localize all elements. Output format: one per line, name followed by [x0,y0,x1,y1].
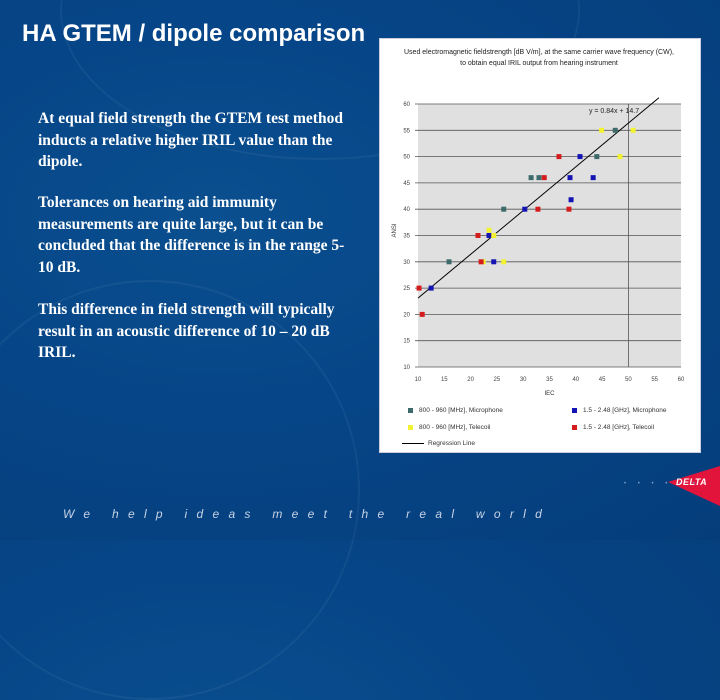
y-tick-label: 10 [403,365,410,371]
paragraph-tolerances: Tolerances on hearing aid immunity measu… [38,194,345,276]
chart-title: Used electromagnetic fieldstrength [dB V… [404,49,674,67]
data-point [528,175,534,181]
data-point [478,259,484,265]
y-tick-label: 20 [403,312,410,318]
legend-item-regression-line: Regression Line [402,440,475,447]
footer-slogan: We help ideas meet the real world [63,507,552,521]
regression-equation: y = 0.84x + 14.7 [589,108,639,115]
data-point [577,154,583,160]
x-axis-label: IEC [544,391,555,397]
data-point [541,175,547,181]
delta-logo-dots: • • • • • • [624,481,700,487]
data-point [612,127,618,133]
legend-label: Regression Line [428,440,475,447]
x-tick-label: 30 [520,377,527,383]
legend-item-800mhz-telecoil: 800 - 960 [MHz], Telecoil [408,424,490,431]
data-point [416,285,422,291]
y-tick-label: 25 [403,286,410,292]
y-tick-label: 30 [403,260,410,266]
y-axis-label: ANSI [392,223,398,237]
y-tick-label: 15 [403,339,410,345]
x-tick-label: 50 [625,377,632,383]
data-point [419,311,425,317]
data-point [486,233,492,238]
x-tick-label: 35 [546,377,553,383]
data-point [501,206,507,212]
legend-label: 1.5 - 2.48 [GHz], Telecoil [583,424,655,431]
paragraph-gtem-iril: At equal field strength the GTEM test me… [38,110,343,170]
data-point [446,259,452,265]
data-point [536,175,542,181]
legend-item-15ghz-telecoil: 1.5 - 2.48 [GHz], Telecoil [572,424,654,431]
y-tick-label: 55 [403,128,410,134]
x-tick-label: 60 [678,377,685,383]
delta-logo: DELTA [676,477,708,487]
legend-swatch [572,408,577,413]
y-tick-label: 50 [403,155,410,161]
x-tick-label: 40 [572,377,579,383]
data-point [491,259,497,265]
regression-line [417,97,660,299]
chart-plot-area: 10 15 20 25 30 35 40 45 50 55 60 10 15 20 25 30 35 40 45 50… [392,97,685,397]
legend-swatch [408,408,413,413]
data-point [630,127,636,133]
data-point [599,127,605,133]
legend-item-800mhz-microphone: 800 - 960 [MHz], Microphone [408,407,503,414]
x-tick-label: 15 [441,377,448,383]
y-tick-label: 45 [403,181,410,187]
y-tick-label: 35 [403,234,410,240]
legend-swatch [408,425,413,430]
data-point [501,259,507,265]
data-point [428,285,434,291]
regression-line-swatch [402,443,424,444]
data-point [594,154,600,160]
x-tick-label: 45 [599,377,606,383]
legend-label: 1.5 - 2.48 [GHz], Microphone [583,407,667,414]
data-point [567,175,573,181]
data-point [475,233,481,238]
data-point [566,206,572,212]
y-tick-label: 60 [403,102,410,108]
legend-label: 800 - 960 [MHz], Microphone [419,407,503,414]
y-tick-label: 40 [403,207,410,213]
data-point [617,154,623,160]
legend-label: 800 - 960 [MHz], Telecoil [419,424,491,431]
x-tick-label: 25 [494,377,501,383]
paragraph-acoustic-difference: This difference in field strength will t… [38,301,335,361]
data-point [522,206,528,212]
legend-swatch [572,425,577,430]
data-point [486,227,492,233]
legend-item-15ghz-microphone: 1.5 - 2.48 [GHz], Microphone [572,407,666,414]
x-tick-label: 20 [467,377,474,383]
data-point [590,175,596,181]
data-point [568,197,574,203]
scatter-chart: Used electromagnetic fieldstrength [dB V… [379,38,701,453]
slide-title: HA GTEM / dipole comparison [22,20,366,47]
x-tick-label: 10 [415,377,422,383]
data-point [556,154,562,160]
data-point [491,233,497,238]
x-tick-label: 55 [651,377,658,383]
data-point [535,206,541,212]
